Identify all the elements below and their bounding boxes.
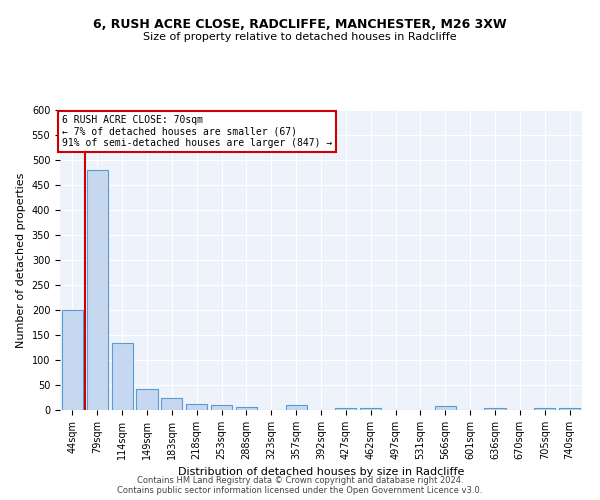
X-axis label: Distribution of detached houses by size in Radcliffe: Distribution of detached houses by size … [178, 468, 464, 477]
Text: Contains HM Land Registry data © Crown copyright and database right 2024.: Contains HM Land Registry data © Crown c… [137, 476, 463, 485]
Text: 6 RUSH ACRE CLOSE: 70sqm
← 7% of detached houses are smaller (67)
91% of semi-de: 6 RUSH ACRE CLOSE: 70sqm ← 7% of detache… [62, 115, 332, 148]
Bar [186, 404, 207, 410]
Bar [484, 408, 506, 410]
Bar [87, 170, 108, 410]
Bar [161, 398, 182, 410]
Y-axis label: Number of detached properties: Number of detached properties [16, 172, 26, 348]
Text: Size of property relative to detached houses in Radcliffe: Size of property relative to detached ho… [143, 32, 457, 42]
Bar [534, 408, 555, 410]
Bar [112, 342, 133, 410]
Bar [559, 408, 580, 410]
Bar [136, 388, 158, 410]
Bar [335, 408, 356, 410]
Text: 6, RUSH ACRE CLOSE, RADCLIFFE, MANCHESTER, M26 3XW: 6, RUSH ACRE CLOSE, RADCLIFFE, MANCHESTE… [93, 18, 507, 30]
Bar [286, 404, 307, 410]
Bar [435, 406, 456, 410]
Bar [236, 407, 257, 410]
Bar [360, 408, 381, 410]
Bar [62, 310, 83, 410]
Bar [211, 404, 232, 410]
Text: Contains public sector information licensed under the Open Government Licence v3: Contains public sector information licen… [118, 486, 482, 495]
